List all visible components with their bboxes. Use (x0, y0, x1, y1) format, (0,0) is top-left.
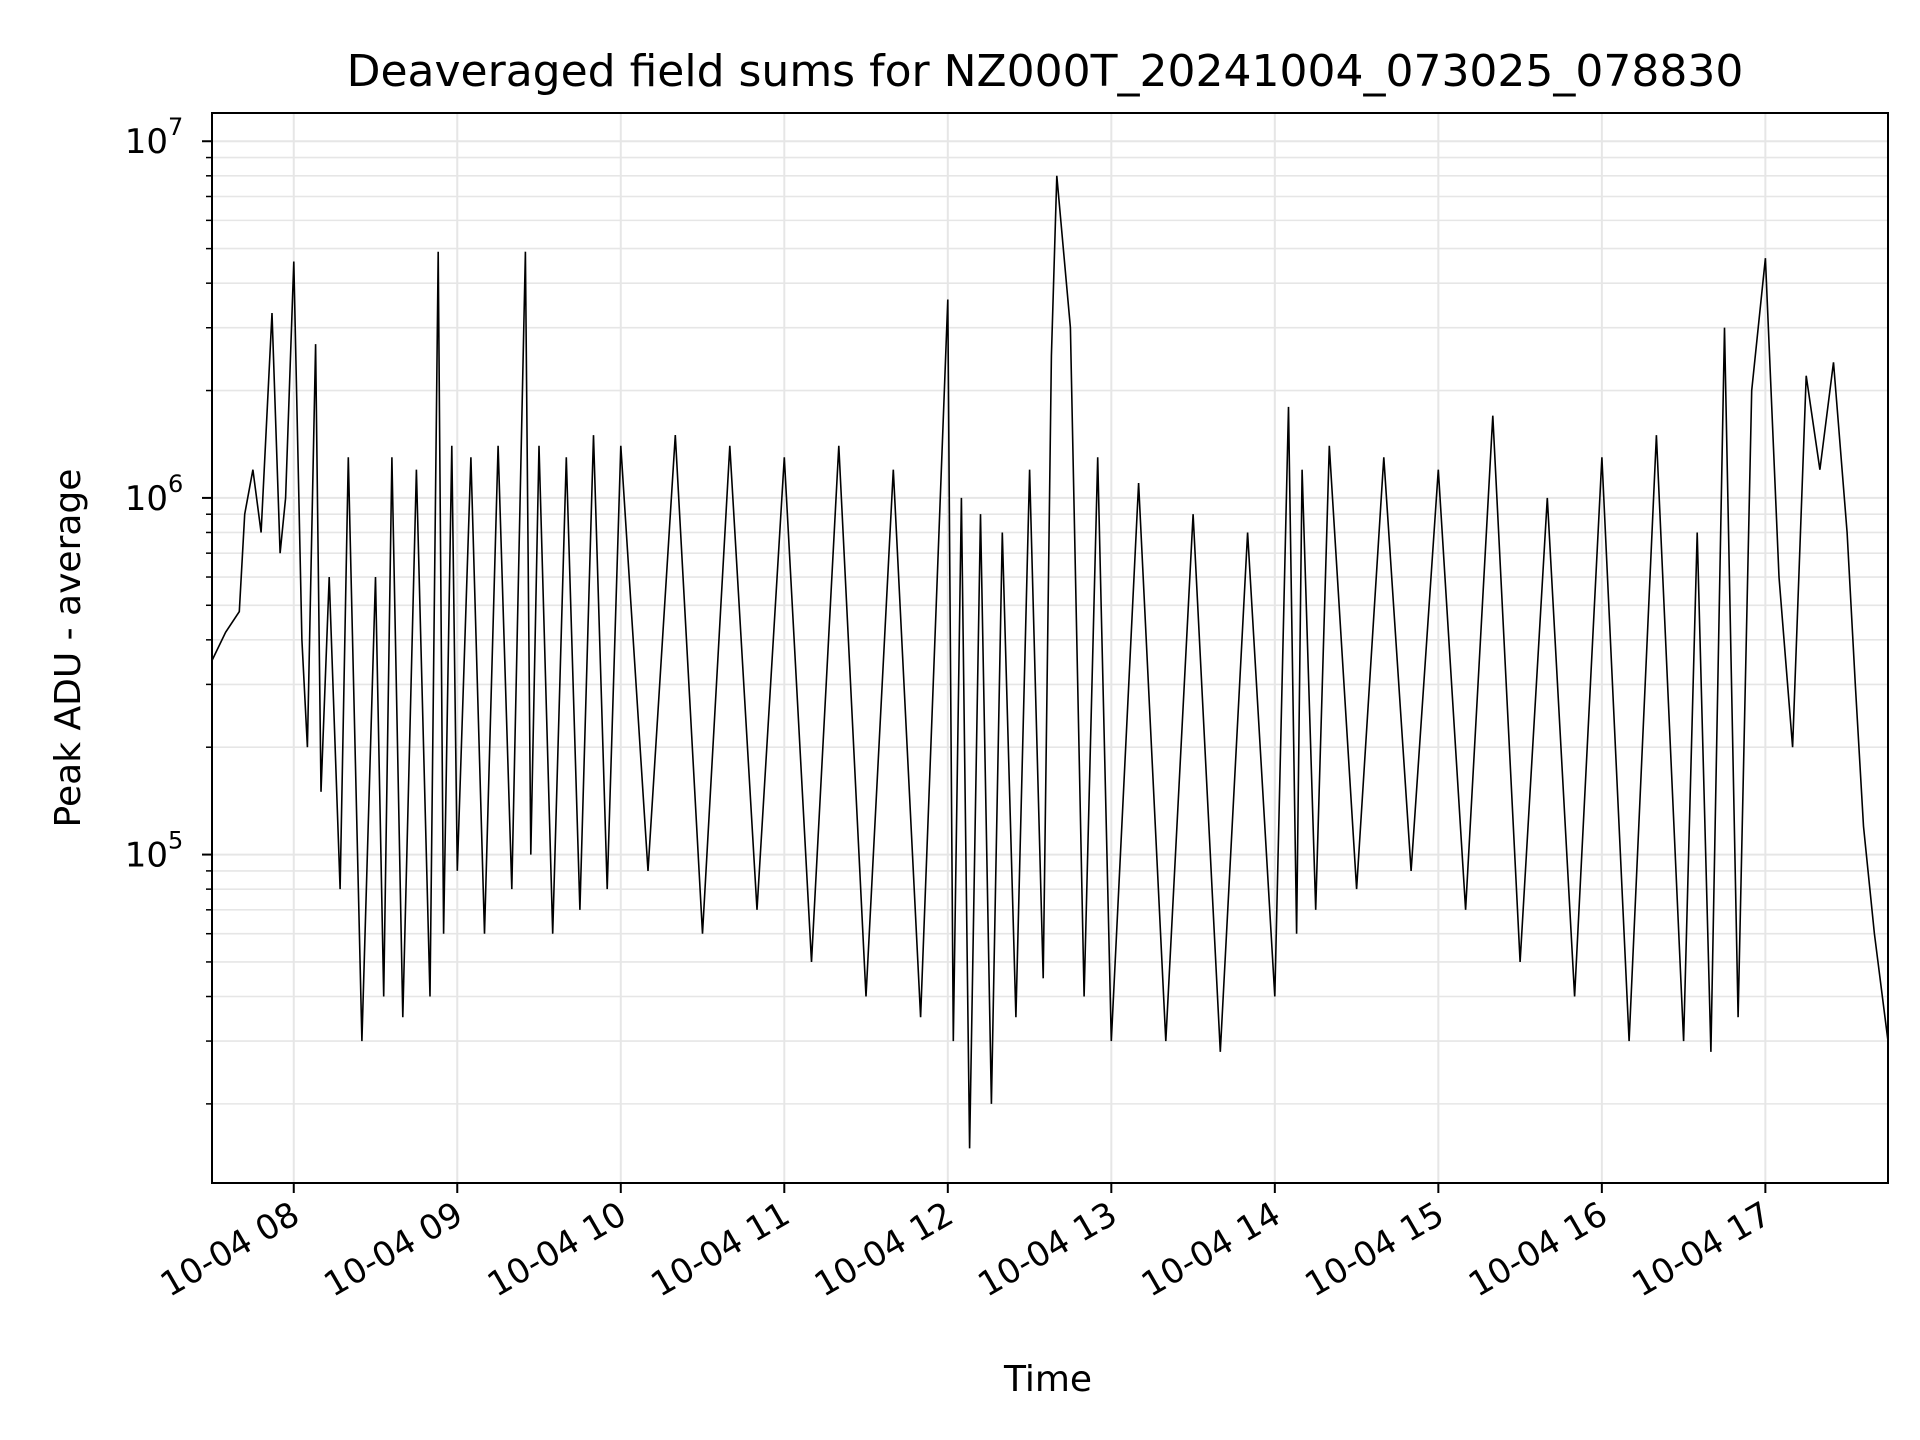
x-tick-label: 10-04 16 (1462, 1194, 1614, 1305)
x-tick-label: 10-04 08 (154, 1194, 306, 1305)
x-tick-label: 10-04 14 (1135, 1194, 1287, 1305)
y-tick-exponent: 7 (168, 113, 183, 141)
x-tick-label: 10-04 15 (1298, 1194, 1450, 1305)
x-tick-label: 10-04 09 (317, 1194, 469, 1305)
series-layer (211, 175, 1889, 1149)
grid-layer (212, 113, 1888, 1183)
x-tick-label: 10-04 12 (808, 1194, 960, 1305)
y-tick-label: 10 (125, 479, 168, 519)
y-tick-exponent: 5 (168, 827, 183, 855)
x-tick-label: 10-04 10 (481, 1194, 633, 1305)
y-tick-exponent: 6 (168, 470, 183, 498)
y-axis-label: Peak ADU - average (48, 469, 89, 828)
x-tick-label: 10-04 17 (1625, 1194, 1777, 1305)
x-tick-label: 10-04 13 (971, 1194, 1123, 1305)
plot-frame (211, 112, 1889, 1184)
x-axis: 10-04 08 10-04 09 10-04 10 10-04 11 10-04 12… (154, 1183, 1778, 1305)
x-tick-label: 10-04 11 (644, 1194, 796, 1305)
y-tick-label: 10 (125, 836, 168, 876)
series-line (211, 175, 1889, 1149)
y-tick-label: 10 (125, 122, 168, 162)
x-axis-label: Time (1003, 1359, 1092, 1400)
chart-title: Deaveraged field sums for NZ000T_2024100… (347, 46, 1744, 97)
